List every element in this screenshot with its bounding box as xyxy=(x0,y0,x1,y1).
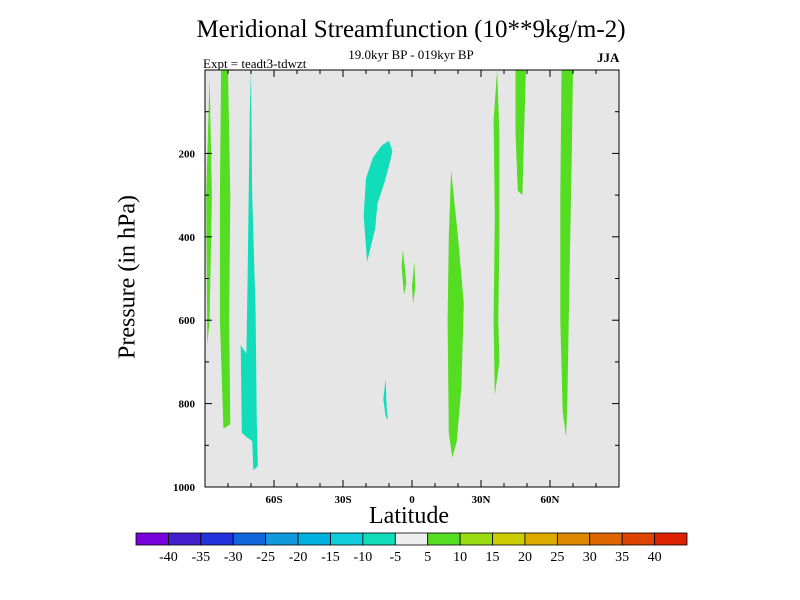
colorbar-label: -5 xyxy=(389,550,401,565)
colorbar-swatch xyxy=(589,532,623,546)
colorbar-label: -25 xyxy=(256,550,275,565)
contour-region-positive-5-10 xyxy=(493,70,500,396)
colorbar-swatch xyxy=(330,532,364,546)
chart-title: Meridional Streamfunction (10**9kg/m-2) xyxy=(196,16,626,43)
experiment-label: Expt = teadt3-tdwzt xyxy=(203,56,307,71)
contour-region-positive-5-10 xyxy=(206,76,212,346)
colorbar-label: 40 xyxy=(648,550,662,565)
x-tick-label: 60S xyxy=(265,494,282,506)
contour-region-positive-5-10 xyxy=(515,70,526,196)
colorbar-label: 35 xyxy=(615,550,629,565)
colorbar-swatch xyxy=(200,532,234,546)
contour-region-positive-5-10 xyxy=(401,249,407,296)
colorbar-label: 30 xyxy=(583,550,597,565)
colorbar-swatch xyxy=(427,532,461,546)
plot-area xyxy=(205,70,619,487)
y-tick-label: 800 xyxy=(179,399,196,411)
contour-region-positive-5-10 xyxy=(412,261,416,304)
x-tick-label: 60N xyxy=(541,494,560,506)
contour-regions xyxy=(206,70,573,471)
y-tick-label: 200 xyxy=(179,148,196,160)
x-tick-label: 0 xyxy=(409,494,415,506)
colorbar-swatch xyxy=(362,532,396,546)
x-axis-label: Latitude xyxy=(369,503,449,529)
colorbar-swatch xyxy=(135,532,169,546)
colorbar-label: -30 xyxy=(224,550,243,565)
colorbar-label: 20 xyxy=(518,550,532,565)
colorbar-swatch xyxy=(654,532,688,546)
colorbar-swatch xyxy=(556,532,591,546)
colorbar-swatch xyxy=(168,532,202,546)
y-tick-label: 400 xyxy=(179,232,196,244)
axis-ticks: 60S 30S 0 30N 60N 200 400 600 800 1000 xyxy=(173,70,619,506)
colorbar-label: -10 xyxy=(354,550,373,565)
colorbar-label: -40 xyxy=(159,550,178,565)
x-tick-label: 30N xyxy=(472,494,491,506)
colorbar-swatch xyxy=(524,532,558,546)
colorbar-swatch xyxy=(232,532,267,546)
colorbar-label: -15 xyxy=(321,550,340,565)
contour-region-positive-5-10 xyxy=(560,70,573,437)
colorbar-swatch xyxy=(492,532,526,546)
x-tick-label: 30S xyxy=(334,494,351,506)
colorbar-swatch xyxy=(394,532,429,546)
colorbar: -40 -35 -30 -25 -20 -15 -10 -5 5 10 15 20 25 30 35 40 xyxy=(135,532,688,565)
contour-region-positive-5-10 xyxy=(447,170,464,458)
chart-subtitle: 19.0kyr BP - 019kyr BP xyxy=(348,47,474,62)
colorbar-label: 10 xyxy=(453,550,467,565)
colorbar-label: 15 xyxy=(486,550,500,565)
colorbar-label: 5 xyxy=(424,550,431,565)
contour-region-negative-10-5 xyxy=(240,70,258,471)
contour-region-positive-5-10 xyxy=(219,70,231,429)
colorbar-label: -20 xyxy=(289,550,308,565)
colorbar-swatch xyxy=(459,532,493,546)
colorbar-swatch xyxy=(297,532,331,546)
contour-region-negative-10-5 xyxy=(383,378,388,421)
colorbar-label: 25 xyxy=(550,550,564,565)
colorbar-label: -35 xyxy=(191,550,210,565)
season-label: JJA xyxy=(597,50,620,65)
y-tick-label: 1000 xyxy=(173,482,196,494)
contour-region-negative-10-5 xyxy=(363,140,393,262)
y-tick-label: 600 xyxy=(179,315,196,327)
colorbar-swatch xyxy=(265,532,299,546)
colorbar-swatch xyxy=(621,532,655,546)
